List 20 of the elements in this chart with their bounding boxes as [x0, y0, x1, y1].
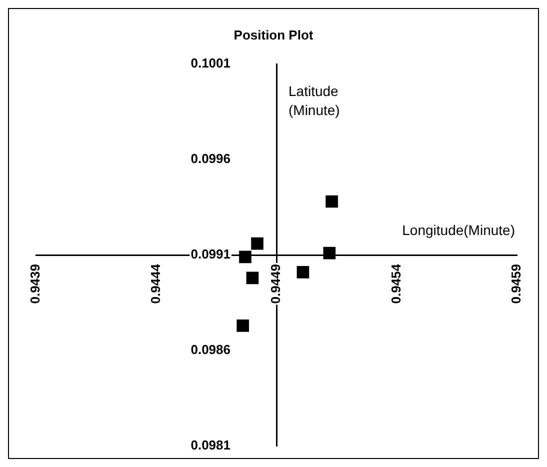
- y-tick-label: 0.0986: [190, 342, 230, 358]
- x-tick-label: 0.9459: [508, 264, 524, 304]
- x-tick-label: 0.9449: [268, 264, 284, 304]
- point: [296, 266, 310, 278]
- y-tick-label: 0.0996: [190, 151, 230, 166]
- point: [323, 246, 336, 260]
- x-tick-label: 0.9444: [148, 263, 163, 304]
- x-tick-label: 0.9454: [388, 263, 404, 304]
- chart-title: Position Plot: [234, 28, 314, 43]
- x-tick-label: 0.9439: [28, 264, 43, 304]
- point: [251, 237, 264, 250]
- y-axis-title: Latitude (Minute): [288, 82, 340, 118]
- x-axis-title: Longitude(Minute): [402, 222, 515, 238]
- y-tick-label: 0.1001: [190, 56, 230, 71]
- point: [326, 195, 338, 208]
- point: [246, 272, 259, 284]
- point: [236, 320, 249, 332]
- point: [239, 250, 252, 264]
- y-tick-label: 0.0981: [190, 438, 230, 453]
- y-tick-label: 0.0991: [190, 246, 230, 262]
